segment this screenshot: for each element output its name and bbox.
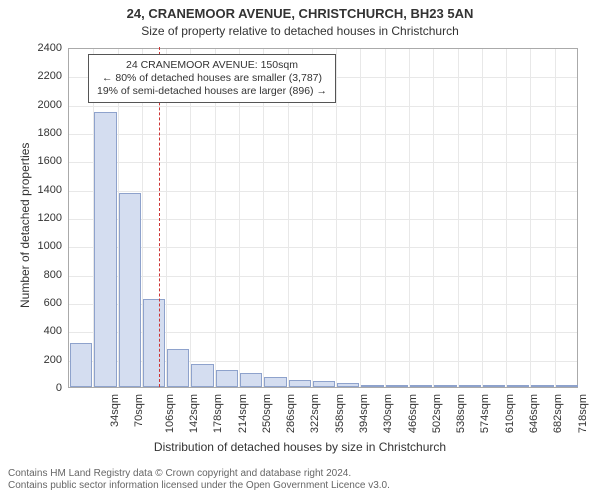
y-tick-label: 2200 bbox=[30, 70, 62, 82]
grid-line-v bbox=[336, 49, 337, 387]
x-tick-label: 682sqm bbox=[552, 394, 564, 433]
histogram-bar bbox=[507, 385, 529, 387]
x-tick-label: 70sqm bbox=[133, 394, 145, 427]
x-tick-label: 214sqm bbox=[237, 394, 249, 433]
grid-line-v bbox=[385, 49, 386, 387]
annotation-box: 24 CRANEMOOR AVENUE: 150sqm← 80% of deta… bbox=[88, 54, 336, 103]
y-tick-label: 2000 bbox=[30, 99, 62, 111]
annotation-line: ← 80% of detached houses are smaller (3,… bbox=[97, 72, 327, 85]
x-tick-label: 718sqm bbox=[577, 394, 589, 433]
grid-line-v bbox=[530, 49, 531, 387]
y-tick-label: 1600 bbox=[30, 155, 62, 167]
x-tick-label: 394sqm bbox=[358, 394, 370, 433]
x-tick-label: 502sqm bbox=[431, 394, 443, 433]
x-tick-label: 538sqm bbox=[455, 394, 467, 433]
chart-title: 24, CRANEMOOR AVENUE, CHRISTCHURCH, BH23… bbox=[0, 6, 600, 21]
histogram-bar bbox=[313, 381, 335, 387]
grid-line-h bbox=[69, 219, 577, 220]
histogram-bar bbox=[434, 385, 456, 387]
histogram-bar bbox=[386, 385, 408, 387]
x-tick-label: 358sqm bbox=[334, 394, 346, 433]
histogram-bar bbox=[216, 370, 238, 387]
histogram-bar bbox=[119, 193, 141, 387]
y-axis-label: Number of detached properties bbox=[18, 143, 32, 308]
annotation-line: 19% of semi-detached houses are larger (… bbox=[97, 85, 327, 98]
x-tick-label: 106sqm bbox=[164, 394, 176, 433]
histogram-bar bbox=[483, 385, 505, 387]
histogram-bar bbox=[191, 364, 213, 387]
footer-line: Contains HM Land Registry data © Crown c… bbox=[8, 468, 390, 480]
y-tick-label: 200 bbox=[30, 354, 62, 366]
histogram-bar bbox=[143, 299, 165, 387]
grid-line-h bbox=[69, 247, 577, 248]
grid-line-v bbox=[409, 49, 410, 387]
x-tick-label: 574sqm bbox=[480, 394, 492, 433]
y-tick-label: 1400 bbox=[30, 184, 62, 196]
x-tick-label: 142sqm bbox=[188, 394, 200, 433]
histogram-bar bbox=[459, 385, 481, 387]
x-tick-label: 250sqm bbox=[261, 394, 273, 433]
y-tick-label: 800 bbox=[30, 269, 62, 281]
y-tick-label: 1200 bbox=[30, 212, 62, 224]
footer-text: Contains HM Land Registry data © Crown c… bbox=[8, 468, 390, 492]
annotation-line: 24 CRANEMOOR AVENUE: 150sqm bbox=[97, 59, 327, 72]
chart-container: 24, CRANEMOOR AVENUE, CHRISTCHURCH, BH23… bbox=[0, 0, 600, 500]
x-tick-label: 178sqm bbox=[212, 394, 224, 433]
y-tick-label: 2400 bbox=[30, 42, 62, 54]
x-axis-label: Distribution of detached houses by size … bbox=[0, 440, 600, 454]
y-tick-label: 0 bbox=[30, 382, 62, 394]
x-tick-label: 610sqm bbox=[504, 394, 516, 433]
histogram-bar bbox=[337, 383, 359, 387]
histogram-bar bbox=[70, 343, 92, 387]
x-tick-label: 286sqm bbox=[285, 394, 297, 433]
histogram-bar bbox=[289, 380, 311, 387]
grid-line-v bbox=[433, 49, 434, 387]
footer-line: Contains public sector information licen… bbox=[8, 480, 390, 492]
grid-line-v bbox=[458, 49, 459, 387]
grid-line-h bbox=[69, 162, 577, 163]
y-tick-label: 1000 bbox=[30, 240, 62, 252]
x-tick-label: 466sqm bbox=[407, 394, 419, 433]
grid-line-h bbox=[69, 106, 577, 107]
histogram-bar bbox=[556, 385, 578, 387]
x-tick-label: 430sqm bbox=[382, 394, 394, 433]
grid-line-h bbox=[69, 191, 577, 192]
grid-line-h bbox=[69, 134, 577, 135]
y-tick-label: 400 bbox=[30, 325, 62, 337]
histogram-bar bbox=[94, 112, 116, 387]
y-tick-label: 1800 bbox=[30, 127, 62, 139]
grid-line-v bbox=[360, 49, 361, 387]
histogram-bar bbox=[264, 377, 286, 387]
x-tick-label: 34sqm bbox=[109, 394, 121, 427]
y-tick-label: 600 bbox=[30, 297, 62, 309]
grid-line-v bbox=[555, 49, 556, 387]
x-tick-label: 322sqm bbox=[310, 394, 322, 433]
histogram-bar bbox=[240, 373, 262, 387]
x-tick-label: 646sqm bbox=[528, 394, 540, 433]
histogram-bar bbox=[410, 385, 432, 387]
histogram-bar bbox=[167, 349, 189, 387]
histogram-bar bbox=[531, 385, 553, 387]
grid-line-h bbox=[69, 276, 577, 277]
grid-line-v bbox=[482, 49, 483, 387]
chart-subtitle: Size of property relative to detached ho… bbox=[0, 24, 600, 38]
histogram-bar bbox=[361, 385, 383, 387]
grid-line-v bbox=[506, 49, 507, 387]
